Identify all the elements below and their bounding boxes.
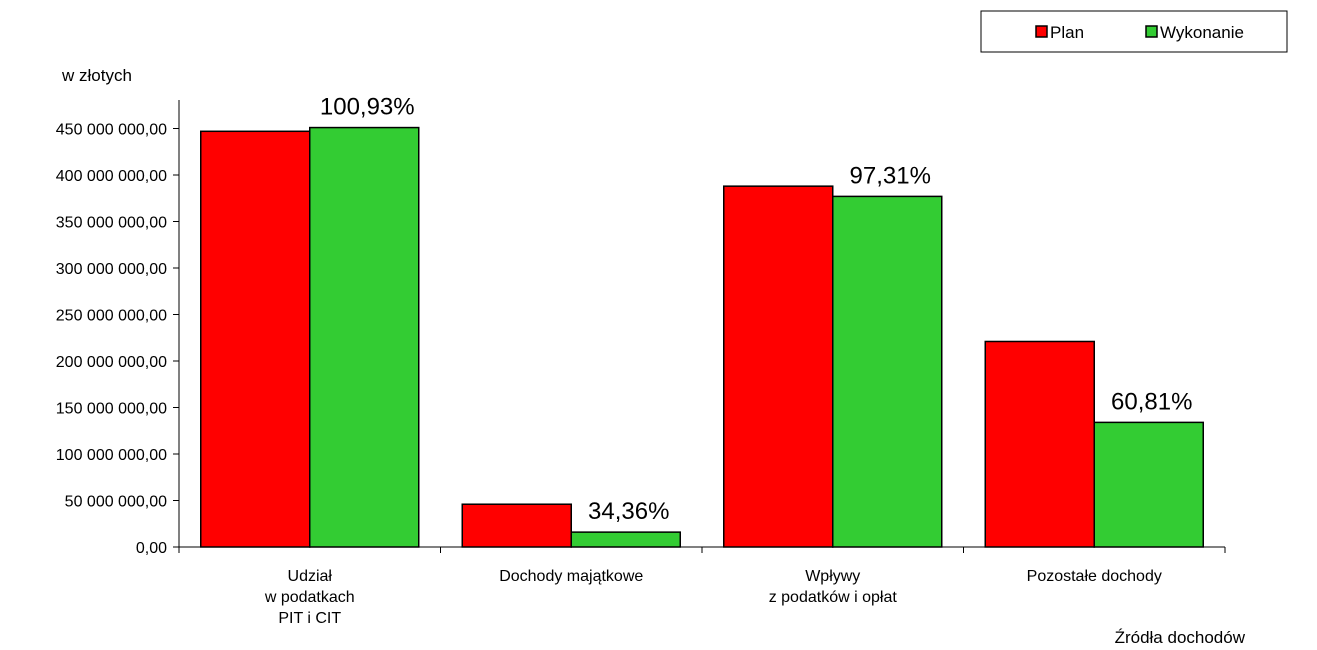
bar-wykonanie xyxy=(1093,421,1204,548)
y-tick-label: 400 000 000,00 xyxy=(56,168,167,185)
y-tick-label: 250 000 000,00 xyxy=(56,308,167,325)
bar-wykonanie xyxy=(309,126,420,548)
legend-label: Plan xyxy=(1050,23,1084,42)
legend-box xyxy=(980,10,1288,53)
y-axis-title: w złotych xyxy=(61,66,132,85)
bars xyxy=(200,126,1204,548)
bar-plan xyxy=(984,340,1095,548)
y-tick-label: 200 000 000,00 xyxy=(56,354,167,371)
bar-wykonanie xyxy=(832,195,943,548)
data-label: 34,36% xyxy=(588,498,669,525)
category-label: Wpływy z podatków i opłat xyxy=(769,568,898,606)
y-tick-label: 100 000 000,00 xyxy=(56,447,167,464)
y-tick-label: 0,00 xyxy=(136,540,167,557)
bar-plan xyxy=(723,185,834,548)
category-label: Udział w podatkach PIT i CIT xyxy=(264,568,355,627)
legend-swatch-plan xyxy=(1035,25,1048,38)
x-axis-title: Źródła dochodów xyxy=(1115,628,1246,647)
bar-plan xyxy=(200,130,311,548)
y-tick-label: 450 000 000,00 xyxy=(56,122,167,139)
bar-wykonanie xyxy=(570,531,681,548)
data-labels: 100,93% 34,36% 97,31% 60,81% xyxy=(320,94,1193,526)
legend-label: Wykonanie xyxy=(1160,23,1244,42)
y-tick-label: 150 000 000,00 xyxy=(56,401,167,418)
data-label: 97,31% xyxy=(850,162,931,189)
data-label: 60,81% xyxy=(1111,388,1192,415)
category-label: Dochody majątkowe xyxy=(499,568,643,585)
x-axis: Udział w podatkach PIT i CIT Dochody majątk… xyxy=(178,546,1226,627)
category-label: Pozostałe dochody xyxy=(1027,568,1162,585)
legend: Plan Wykonanie xyxy=(980,10,1288,53)
y-tick-label: 50 000 000,00 xyxy=(65,494,167,511)
bar-plan xyxy=(461,503,572,548)
data-label: 100,93% xyxy=(320,94,415,121)
y-tick-label: 300 000 000,00 xyxy=(56,261,167,278)
legend-swatch-wykonanie xyxy=(1145,25,1158,38)
y-axis: 0,00 50 000 000,00 100 000 000,00 150 000 0… xyxy=(56,100,180,557)
y-tick-label: 350 000 000,00 xyxy=(56,215,167,232)
